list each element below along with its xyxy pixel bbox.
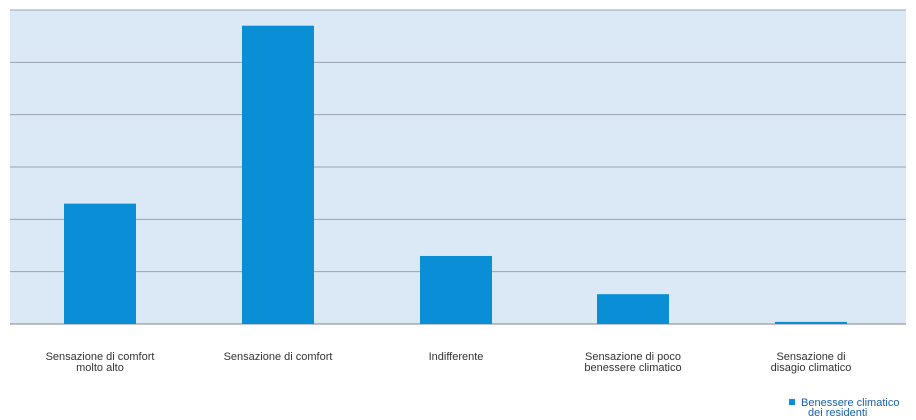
bar-2 — [242, 25, 314, 324]
category-label-5-line-2: disagio climatico — [771, 362, 852, 374]
bar-3 — [420, 255, 492, 324]
category-label-3-line-1: Indifferente — [429, 351, 484, 363]
category-label-2-line-1: Sensazione di comfort — [224, 351, 333, 363]
bar-1 — [64, 203, 136, 324]
category-label-4-line-1: Sensazione di poco — [585, 351, 681, 363]
legend-label-line-2: dei residenti — [808, 407, 867, 419]
legend-label-line-1: Benessere climatico — [801, 397, 899, 409]
category-label-4-line-2: benessere climatico — [584, 362, 681, 374]
bar-4 — [597, 294, 669, 324]
bar-5 — [775, 321, 847, 324]
bars — [64, 25, 847, 324]
legend: Benessere climatico dei residenti — [789, 397, 899, 419]
gridlines — [10, 9, 906, 273]
category-label-1-line-2: molto alto — [76, 362, 124, 374]
category-label-1-line-1: Sensazione di comfort — [46, 351, 155, 363]
legend-swatch — [789, 399, 795, 405]
category-label-5-line-1: Sensazione di — [776, 351, 845, 363]
